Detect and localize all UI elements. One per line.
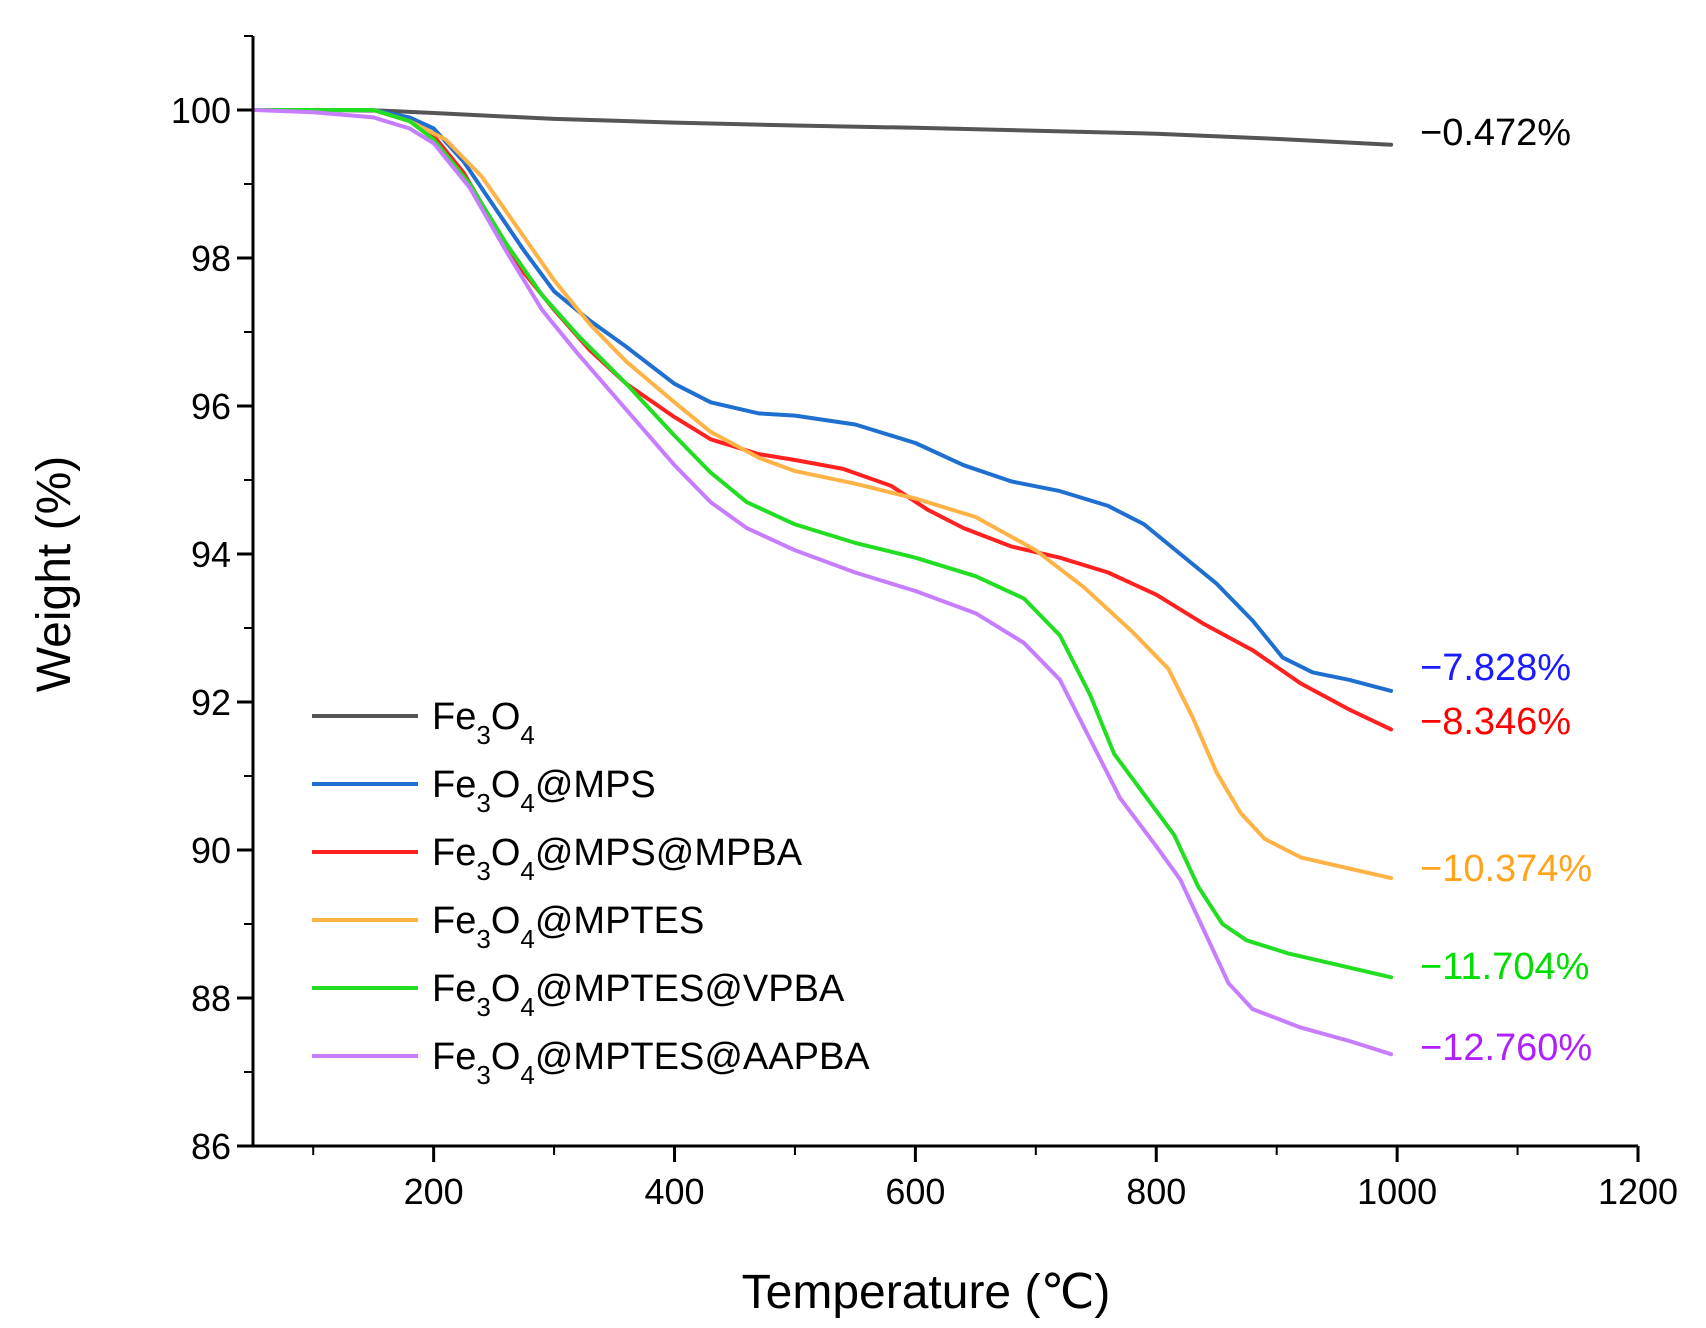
plot-lines	[251, 108, 1394, 1057]
y-tick-label: 100	[171, 90, 231, 131]
x-tick-label: 1000	[1357, 1171, 1437, 1212]
series-line-5	[251, 108, 1394, 1057]
x-tick-label: 400	[644, 1171, 704, 1212]
x-tick-label: 800	[1126, 1171, 1186, 1212]
y-tick-label: 92	[191, 682, 231, 723]
x-axis-title: Temperature (℃)	[742, 1266, 1111, 1319]
legend-label-3: Fe3O4@MPTES	[432, 900, 704, 954]
y-tick-label: 94	[191, 534, 231, 575]
legend-label-5: Fe3O4@MPTES@AAPBA	[432, 1036, 870, 1090]
y-tick-label: 98	[191, 238, 231, 279]
y-tick-label: 88	[191, 978, 231, 1019]
end-label-5: −12.760%	[1420, 1027, 1592, 1069]
end-label-2: −8.346%	[1420, 701, 1571, 743]
x-tick-label: 200	[404, 1171, 464, 1212]
end-label-1: −7.828%	[1420, 647, 1571, 689]
x-tick-label: 600	[885, 1171, 945, 1212]
end-label-3: −10.374%	[1420, 848, 1592, 890]
end-label-0: −0.472%	[1420, 112, 1571, 154]
y-tick-label: 90	[191, 830, 231, 871]
y-tick-label: 86	[191, 1126, 231, 1167]
legend-label-1: Fe3O4@MPS	[432, 764, 656, 818]
y-tick-label: 96	[191, 386, 231, 427]
series-line-4	[251, 108, 1394, 980]
end-label-4: −11.704%	[1420, 946, 1589, 988]
legend: Fe3O4 Fe3O4@MPS Fe3O4@MPS@MPBA Fe3O4@MPTES F…	[312, 696, 870, 1090]
legend-label-4: Fe3O4@MPTES@VPBA	[432, 968, 845, 1022]
series-line-3	[251, 108, 1394, 881]
end-labels: −0.472% −7.828% −8.346% −10.374% −11.704% −12…	[1420, 112, 1592, 1069]
series-line-1	[251, 108, 1394, 693]
legend-label-0: Fe3O4	[432, 696, 535, 750]
x-tick-label: 1200	[1598, 1171, 1678, 1212]
legend-label-2: Fe3O4@MPS@MPBA	[432, 832, 803, 886]
y-axis-title: Weight (%)	[28, 456, 81, 693]
axes: 86 88 90 92 94 96 98 100 200 400 600 800 1000 1200	[171, 35, 1678, 1212]
